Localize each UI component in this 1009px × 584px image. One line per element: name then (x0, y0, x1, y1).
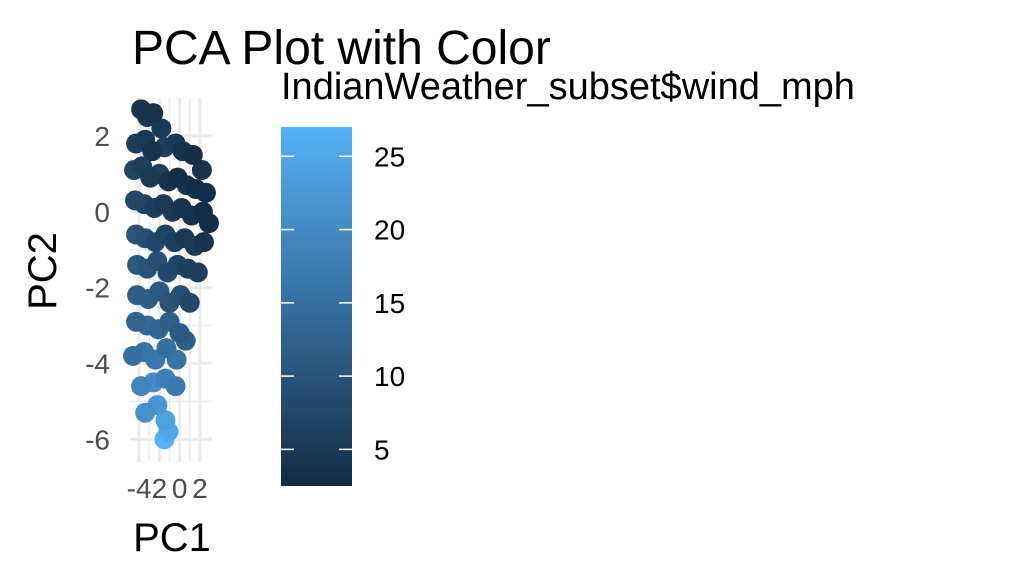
scatter-point (166, 376, 186, 396)
colorbar (281, 127, 352, 486)
scatter-point (140, 168, 160, 188)
scatter-point (180, 293, 200, 313)
y-tick-label: 2 (94, 121, 110, 152)
x-axis-title: PC1 (133, 516, 211, 560)
scatter-points (123, 99, 219, 449)
y-tick-label: -4 (85, 348, 110, 379)
plot-area (123, 98, 219, 462)
scatter-point (194, 232, 214, 252)
scatter-point (170, 323, 190, 343)
colorbar-tick-label: 20 (374, 215, 405, 246)
scatter-point (135, 403, 155, 423)
legend-title: IndianWeather_subset$wind_mph (281, 66, 855, 108)
scatter-point (183, 145, 203, 165)
scatter-point (123, 346, 143, 366)
colorbar-legend: IndianWeather_subset$wind_mph 5 10 15 20 25 (281, 66, 855, 486)
scatter-point (188, 262, 208, 282)
x-tick-label: -4 (127, 473, 152, 504)
scatter-point (142, 141, 162, 161)
scatter-point (196, 183, 216, 203)
x-tick-label: 2 (152, 473, 168, 504)
x-tick-label: 2 (192, 473, 208, 504)
colorbar-tick-label: 10 (374, 361, 405, 392)
scatter-point (156, 338, 176, 358)
scatter-point (126, 312, 146, 332)
y-tick-label: -6 (85, 424, 110, 455)
y-tick-label: -2 (85, 273, 110, 304)
scatter-point (143, 103, 163, 123)
y-axis-ticks: -6 -4 -2 0 2 (85, 121, 110, 455)
x-tick-label: 0 (172, 473, 188, 504)
colorbar-tick-label: 15 (374, 288, 405, 319)
y-axis-title: PC2 (21, 232, 65, 310)
scatter-point (131, 376, 151, 396)
colorbar-tick-label: 5 (374, 434, 390, 465)
colorbar-tick-label: 25 (374, 141, 405, 172)
x-axis-ticks: -4 2 0 2 (127, 473, 208, 504)
scatter-point (168, 168, 188, 188)
y-tick-label: 0 (94, 197, 110, 228)
scatter-point (199, 213, 219, 233)
